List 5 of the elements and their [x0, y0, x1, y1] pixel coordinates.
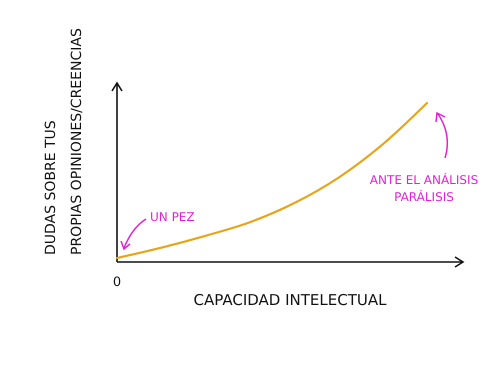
text: 0	[112, 275, 122, 290]
y-axis-title: DUDAS SOBRE TUS PROPIAS OPINIONES/CREENCIAS	[43, 28, 85, 255]
annotation: ANTE EL ANÁLISIS PARÁLISIS	[370, 172, 478, 204]
annotation: UN PEZ	[150, 210, 195, 224]
x-axis-title: CAPACIDAD INTELECTUAL	[194, 291, 388, 309]
